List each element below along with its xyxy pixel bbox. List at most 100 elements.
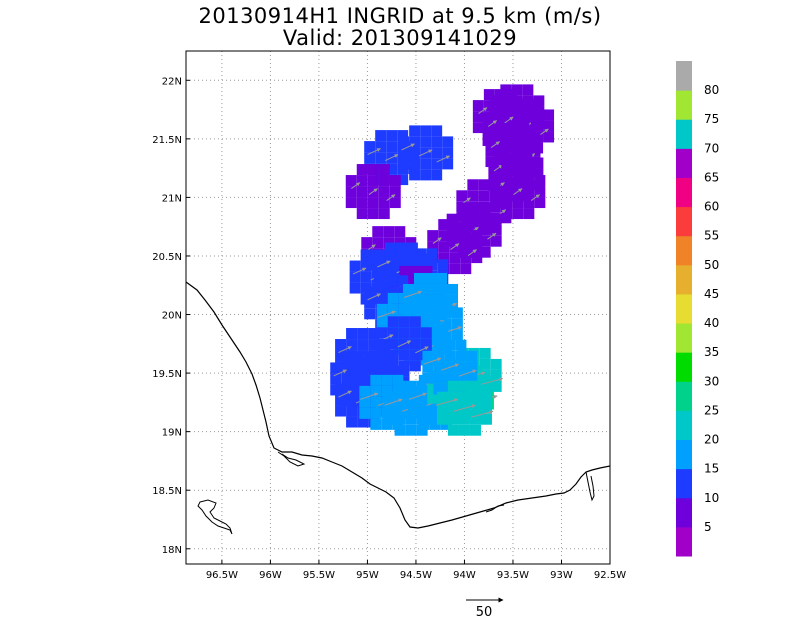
wind-cell-square <box>534 197 546 209</box>
wind-cell-square <box>375 141 387 153</box>
wind-vector <box>423 357 442 365</box>
wind-cell-square <box>431 147 443 159</box>
wind-cell-square <box>383 391 395 403</box>
wind-cell-square <box>346 372 358 384</box>
wind-cell-square <box>370 396 382 408</box>
y-tick-label: 19N <box>162 428 182 439</box>
wind-cell-square <box>483 89 495 101</box>
wind-cell-square <box>469 424 481 436</box>
wind-cell-square <box>398 349 410 361</box>
wind-cell-square <box>523 164 535 176</box>
wind-cell-square <box>478 190 490 202</box>
wind-cell-square <box>438 241 450 253</box>
wind-cell-square <box>364 152 376 164</box>
wind-cell-square <box>479 358 491 370</box>
wind-cell-square <box>393 259 405 271</box>
wind-cell-square <box>373 253 385 265</box>
wind-cell-square <box>429 418 441 430</box>
wind-cell-square <box>386 286 398 298</box>
wind-cell-square <box>490 235 502 247</box>
wind-cell-square <box>341 351 353 363</box>
wind-cell-square <box>444 350 456 362</box>
wind-cell-square <box>415 310 427 322</box>
wind-cell-square <box>409 327 421 339</box>
wind-cell-square <box>466 350 478 362</box>
wind-vector <box>367 148 381 156</box>
wind-cell-square <box>471 230 483 242</box>
wind-cell-square <box>427 230 439 242</box>
wind-vector <box>453 404 476 412</box>
colorbar-segment <box>676 235 692 266</box>
wind-cell-square <box>422 361 434 373</box>
colorbar-label: 45 <box>704 287 719 301</box>
wind-cell-square <box>522 84 534 96</box>
wind-cell-square <box>458 391 470 403</box>
wind-cell-square <box>469 391 481 403</box>
wind-cell-square <box>457 202 469 214</box>
wind-cell-square <box>532 120 544 132</box>
wind-cell-square <box>479 347 491 359</box>
wind-cell-square <box>410 265 422 277</box>
wind-cell-square <box>490 224 502 236</box>
wind-cell-square <box>466 372 478 384</box>
wind-cell-square <box>532 168 544 180</box>
wind-cell-square <box>404 248 416 260</box>
wind-cell-square <box>518 123 530 135</box>
wind-cell-square <box>365 354 377 366</box>
wind-cell-square <box>368 328 380 340</box>
colorbar-segment <box>676 439 692 470</box>
wind-vector <box>539 128 549 136</box>
wind-cell-square <box>398 147 410 159</box>
wind-cell-square <box>438 219 450 231</box>
x-tick-label: 96.5W <box>206 570 238 581</box>
wind-cell-square <box>378 186 390 198</box>
plot-frame <box>185 50 611 565</box>
wind-cell-square <box>479 235 491 247</box>
wind-cell-square <box>409 169 421 181</box>
wind-cell-square <box>394 402 406 414</box>
colorbar-segment <box>676 61 692 91</box>
colorbar-label: 35 <box>704 345 719 359</box>
wind-cell-square <box>510 98 522 110</box>
wind-cell-square <box>375 152 387 164</box>
wind-cell-square <box>397 275 409 287</box>
wind-vector <box>377 260 391 268</box>
wind-cell-square <box>489 179 501 191</box>
wind-cell-square <box>387 303 399 315</box>
wind-cell-square <box>479 224 491 236</box>
wind-cell-square <box>389 175 401 187</box>
wind-cell-square <box>472 122 484 134</box>
wind-cell-square <box>427 381 439 393</box>
wind-cell-square <box>367 208 379 220</box>
wind-cell-square <box>403 294 415 306</box>
coastline-main <box>186 281 610 529</box>
wind-cell-square <box>394 413 406 425</box>
wind-cell-square <box>415 248 427 260</box>
wind-cell-square <box>370 407 382 419</box>
wind-cell-square <box>376 365 388 377</box>
coastline-inlet <box>485 504 505 513</box>
wind-cell-square <box>489 190 501 202</box>
wind-cell-square <box>376 314 388 326</box>
wind-cell-square <box>479 369 491 381</box>
wind-cell-square <box>442 136 454 148</box>
colorbar-segment <box>676 323 692 353</box>
wind-cell-square <box>386 275 398 287</box>
wind-cell-square <box>431 125 443 137</box>
wind-cell-square <box>409 147 421 159</box>
wind-cell-square <box>426 321 438 333</box>
wind-cell-square <box>335 339 347 351</box>
wind-cell-square <box>460 230 472 242</box>
wind-cell-square <box>534 175 546 187</box>
wind-cell-square <box>427 241 439 253</box>
wind-cell-square <box>467 190 479 202</box>
wind-cell-square <box>345 175 357 187</box>
wind-cell-square <box>468 213 480 225</box>
wind-cell-square <box>409 338 421 350</box>
wind-cell-square <box>352 351 364 363</box>
y-tick-label: 18.5N <box>152 486 182 497</box>
wind-cell-square <box>433 383 445 395</box>
wind-cell-square <box>381 374 393 386</box>
wind-vector <box>436 155 451 163</box>
wind-cell-square <box>335 394 347 406</box>
